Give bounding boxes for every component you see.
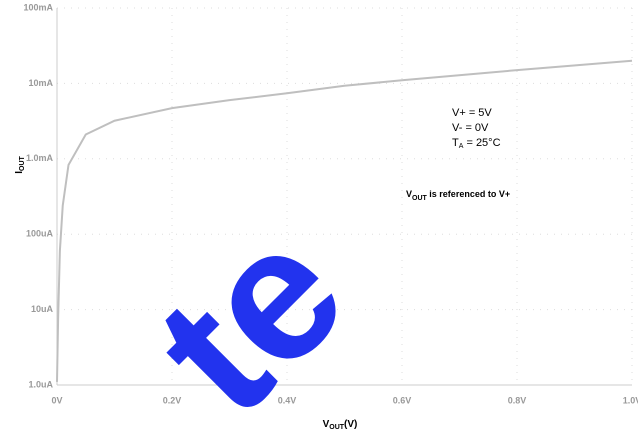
- x-axis-title-sub: OUT: [329, 424, 345, 431]
- x-tick-label: 0.2V: [163, 395, 182, 405]
- y-tick-label: 1.0uA: [28, 379, 53, 389]
- y-tick-label: 10uA: [31, 304, 54, 314]
- annotation: V+ = 5V: [452, 107, 492, 119]
- y-tick-label: 100mA: [23, 2, 53, 12]
- watermark: te: [115, 185, 384, 439]
- annotation-sub: OUT: [412, 195, 428, 202]
- y-axis-title-sub: OUT: [19, 156, 26, 172]
- x-axis-title-rest: (V): [344, 419, 357, 430]
- x-axis-title: VOUT(V): [323, 419, 358, 431]
- annotation: VOUT is referenced to V+: [406, 189, 510, 201]
- x-tick-label: 0V: [51, 395, 62, 405]
- data-line: [56, 59, 633, 382]
- annotation-main: T: [452, 137, 459, 149]
- annotation: TA = 25°C: [452, 137, 501, 150]
- annotation-rest: is referenced to V+: [427, 189, 510, 199]
- annotation-main: V: [406, 189, 412, 199]
- x-tick-label: 1.0V: [623, 395, 638, 405]
- x-tick-label: 0.4V: [278, 395, 297, 405]
- y-tick-label: 1.0mA: [26, 153, 54, 163]
- x-axis-title-main: V: [323, 419, 330, 430]
- y-tick-label: 100uA: [26, 229, 54, 239]
- annotation-rest: = 25°C: [463, 137, 500, 149]
- y-axis-title-main: I: [14, 171, 25, 174]
- x-tick-label: 0.8V: [508, 395, 527, 405]
- x-tick-label: 0.6V: [393, 395, 412, 405]
- annotation: V- = 0V: [452, 122, 489, 134]
- y-axis-title: IOUT: [14, 156, 26, 174]
- annotation-sub: A: [459, 143, 464, 150]
- y-tick-label: 10mA: [28, 78, 53, 88]
